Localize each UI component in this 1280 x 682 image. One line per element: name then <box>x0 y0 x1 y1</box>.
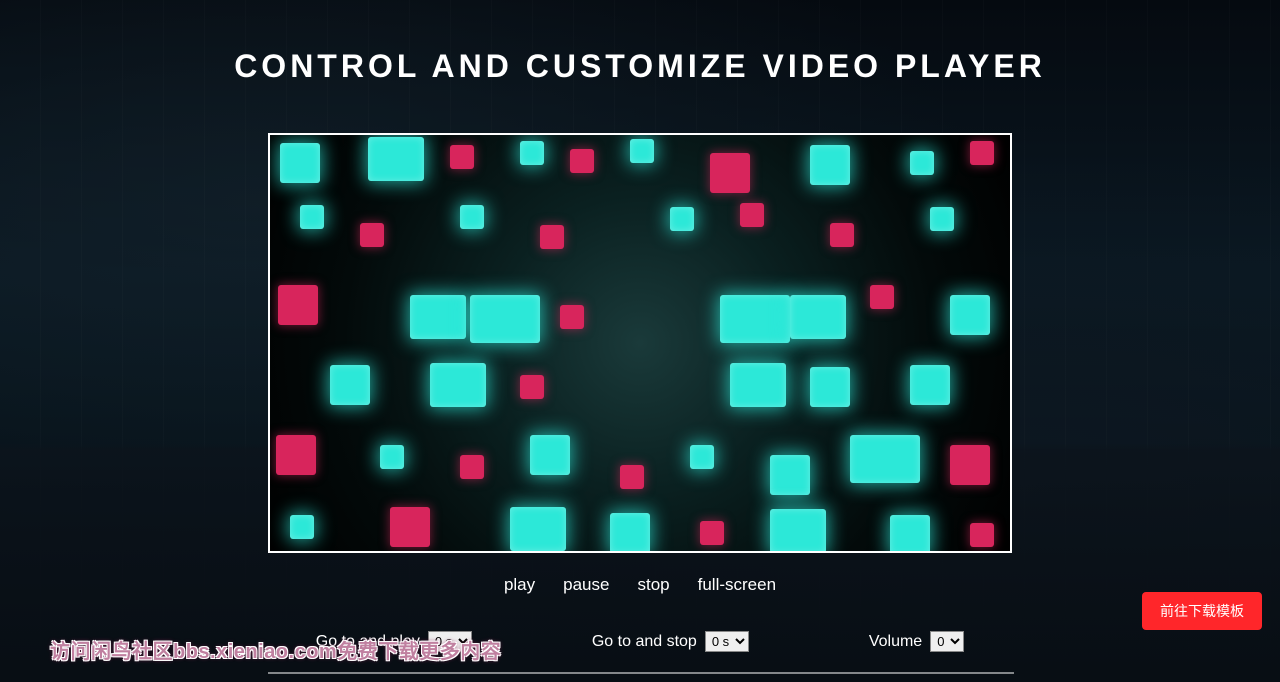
main-content: CONTROL AND CUSTOMIZE VIDEO PLAYER <box>0 0 1280 652</box>
cube <box>630 139 654 163</box>
video-player[interactable] <box>268 133 1012 553</box>
page-title: CONTROL AND CUSTOMIZE VIDEO PLAYER <box>0 48 1280 85</box>
volume-label: Volume <box>869 633 922 651</box>
cube <box>790 295 846 339</box>
cube <box>610 513 650 553</box>
goto-stop-label: Go to and stop <box>592 633 697 651</box>
cube <box>380 445 404 469</box>
cube <box>430 363 486 407</box>
cube <box>276 435 316 475</box>
cube <box>278 285 318 325</box>
cube <box>670 207 694 231</box>
cube <box>970 141 994 165</box>
cube <box>520 375 544 399</box>
cube <box>530 435 570 475</box>
cube <box>570 149 594 173</box>
progress-bar[interactable] <box>268 672 1014 674</box>
cube <box>540 225 564 249</box>
cube <box>850 435 920 483</box>
cube <box>510 507 566 551</box>
volume-control: Volume 0 <box>869 631 964 652</box>
cube <box>450 145 474 169</box>
cube <box>410 295 466 339</box>
cube <box>950 445 990 485</box>
cube <box>560 305 584 329</box>
cube <box>280 143 320 183</box>
cube <box>740 203 764 227</box>
fullscreen-button[interactable]: full-screen <box>698 575 776 595</box>
cube <box>460 455 484 479</box>
cube <box>930 207 954 231</box>
cube <box>720 295 790 343</box>
cube <box>730 363 786 407</box>
cube <box>360 223 384 247</box>
cube <box>910 365 950 405</box>
cube <box>910 151 934 175</box>
cube <box>620 465 644 489</box>
watermark-text: 访问闲鸟社区bbs.xieniao.com免费下载更多内容 <box>50 635 501 664</box>
cube <box>290 515 314 539</box>
cube <box>890 515 930 553</box>
playback-controls: play pause stop full-screen <box>0 575 1280 595</box>
cube <box>870 285 894 309</box>
cube <box>390 507 430 547</box>
cube <box>770 455 810 495</box>
cube <box>810 145 850 185</box>
cube <box>330 365 370 405</box>
volume-select[interactable]: 0 <box>930 631 964 652</box>
cube <box>470 295 540 343</box>
cube <box>830 223 854 247</box>
cube <box>700 521 724 545</box>
goto-stop-control: Go to and stop 0 s <box>592 631 749 652</box>
download-template-button[interactable]: 前往下载模板 <box>1142 592 1262 630</box>
cube <box>770 509 826 553</box>
cube <box>460 205 484 229</box>
cube <box>970 523 994 547</box>
cube <box>810 367 850 407</box>
play-button[interactable]: play <box>504 575 535 595</box>
cube <box>368 137 424 181</box>
pause-button[interactable]: pause <box>563 575 609 595</box>
cube <box>520 141 544 165</box>
goto-stop-select[interactable]: 0 s <box>705 631 749 652</box>
cube <box>950 295 990 335</box>
cube <box>710 153 750 193</box>
stop-button[interactable]: stop <box>637 575 669 595</box>
cube <box>690 445 714 469</box>
cube <box>300 205 324 229</box>
